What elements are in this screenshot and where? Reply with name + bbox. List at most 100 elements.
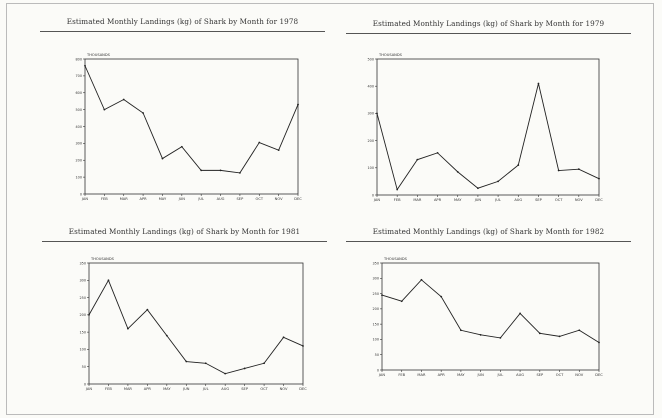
- y-tick-label: 500: [368, 57, 374, 61]
- data-point: [239, 172, 241, 174]
- data-point: [302, 345, 304, 347]
- y-tick-label: 350: [373, 261, 379, 265]
- title-underline: [40, 31, 325, 32]
- x-tick-label: JAN: [373, 198, 380, 202]
- series-line: [381, 279, 600, 343]
- x-tick-label: MAR: [120, 197, 129, 201]
- x-tick-label: APR: [144, 387, 152, 391]
- data-point: [243, 367, 246, 370]
- x-tick-label: APR: [438, 373, 446, 377]
- x-tick-label: DEC: [294, 197, 302, 201]
- unit-label: THOUSANDS: [383, 257, 408, 261]
- chart-title: Estimated Monthly Landings (kg) of Shark…: [372, 227, 605, 236]
- data-point: [84, 64, 86, 67]
- data-point: [557, 169, 560, 172]
- data-point: [146, 308, 149, 311]
- title-underline: [42, 241, 327, 242]
- x-tick-label: NOV: [575, 198, 583, 202]
- y-tick-label: 0: [372, 193, 374, 197]
- y-tick-label: 800: [76, 57, 82, 61]
- x-tick-label: AUG: [221, 387, 229, 391]
- data-point: [456, 170, 459, 173]
- x-tick-label: SEP: [536, 373, 544, 377]
- x-tick-label: MAR: [124, 387, 133, 391]
- x-tick-label: JUL: [497, 373, 504, 377]
- x-tick-label: NOV: [575, 373, 583, 377]
- chart-title: Estimated Monthly Landings (kg) of Shark…: [68, 227, 301, 236]
- y-tick-label: 100: [368, 166, 374, 170]
- y-tick-label: 50: [375, 353, 379, 357]
- data-point: [122, 98, 125, 101]
- data-point: [479, 333, 482, 336]
- x-tick-label: OCT: [555, 198, 563, 202]
- x-tick-label: JUL: [197, 197, 204, 201]
- x-tick-label: JAN: [81, 197, 88, 201]
- chart-panel-1981: Estimated Monthly Landings (kg) of Shark…: [42, 218, 327, 413]
- plot-frame: [88, 262, 304, 385]
- page-frame: [6, 3, 654, 415]
- data-point: [88, 313, 90, 316]
- title-underline: [346, 33, 631, 34]
- data-point: [142, 112, 144, 114]
- x-tick-label: MAR: [413, 198, 422, 202]
- data-point: [460, 329, 462, 332]
- data-point: [381, 294, 383, 296]
- x-tick-label: JUL: [494, 198, 501, 202]
- y-tick-label: 600: [76, 91, 82, 95]
- data-point: [224, 372, 227, 375]
- data-point: [517, 164, 520, 166]
- plot-frame: [381, 262, 600, 371]
- data-point: [420, 278, 423, 281]
- data-point: [258, 141, 261, 144]
- y-tick-label: 50: [82, 365, 86, 369]
- data-point: [598, 341, 600, 344]
- x-tick-label: AUG: [217, 197, 225, 201]
- y-tick-label: 700: [76, 74, 82, 78]
- data-point: [180, 145, 183, 148]
- data-point: [598, 177, 600, 180]
- x-tick-label: DEC: [299, 387, 307, 391]
- x-tick-label: JUN: [178, 197, 186, 201]
- y-tick-label: 100: [76, 175, 82, 179]
- series-line: [88, 279, 304, 375]
- x-tick-label: JAN: [85, 387, 92, 391]
- x-tick-label: NOV: [280, 387, 288, 391]
- x-tick-label: OCT: [255, 197, 263, 201]
- x-tick-label: APR: [434, 198, 442, 202]
- y-tick-label: 400: [76, 125, 82, 129]
- y-tick-label: 200: [368, 139, 374, 143]
- x-tick-label: MAY: [159, 197, 167, 201]
- data-point: [103, 108, 106, 111]
- data-point: [538, 332, 541, 335]
- y-tick-label: 100: [373, 338, 379, 342]
- y-tick-label: 250: [373, 292, 379, 296]
- x-tick-label: DEC: [595, 373, 603, 377]
- y-tick-label: 200: [80, 313, 86, 317]
- title-underline: [346, 241, 631, 242]
- y-tick-label: 350: [80, 261, 86, 265]
- y-tick-label: 200: [76, 159, 82, 163]
- y-tick-label: 300: [80, 279, 86, 283]
- y-tick-label: 0: [377, 368, 379, 372]
- unit-label: THOUSANDS: [378, 53, 403, 57]
- x-tick-label: AUG: [516, 373, 524, 377]
- plot-frame: [376, 58, 600, 196]
- data-point: [577, 168, 580, 171]
- y-tick-label: 150: [80, 330, 86, 334]
- x-tick-label: JAN: [378, 373, 385, 377]
- data-point: [440, 295, 443, 298]
- x-tick-label: APR: [140, 197, 148, 201]
- x-tick-label: MAY: [454, 198, 462, 202]
- x-tick-label: MAY: [163, 387, 171, 391]
- x-tick-label: DEC: [595, 198, 603, 202]
- series-line: [84, 65, 299, 174]
- y-tick-label: 200: [373, 307, 379, 311]
- chart-title: Estimated Monthly Landings (kg) of Shark…: [66, 17, 299, 26]
- data-point: [165, 334, 168, 337]
- data-point: [436, 151, 439, 154]
- y-tick-label: 400: [368, 85, 374, 89]
- data-point: [107, 279, 110, 282]
- y-tick-label: 500: [76, 108, 82, 112]
